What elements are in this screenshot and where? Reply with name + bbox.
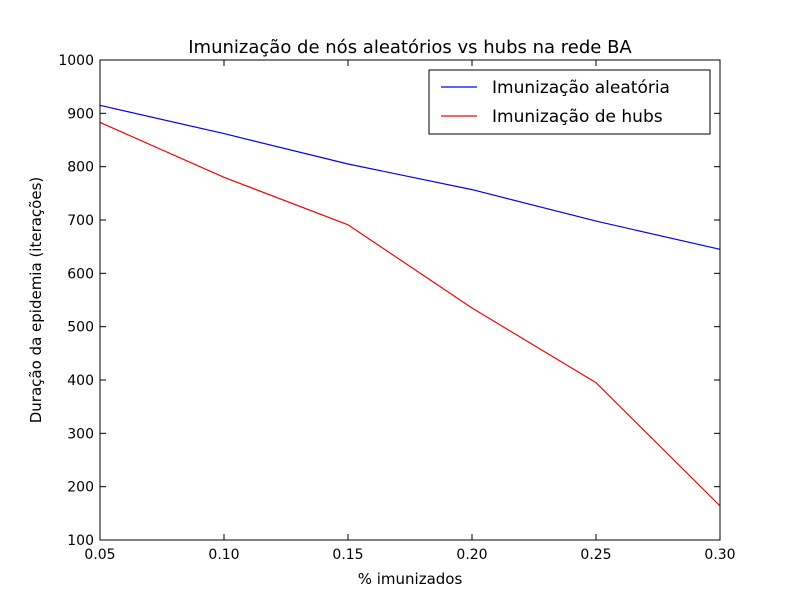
y-tick-label: 800 [67,160,94,176]
y-tick-label: 1000 [58,53,94,69]
legend-box [428,69,711,135]
x-tick-label: 0.10 [208,547,239,563]
plot-frame [99,59,721,541]
legend-label: Imunização de hubs [492,107,663,127]
x-tick-label: 0.25 [580,547,611,563]
y-tick-label: 300 [67,426,94,442]
x-tick-label: 0.15 [332,547,363,563]
legend-label: Imunização aleatória [492,78,670,98]
chart-title: Imunização de nós aleatórios vs hubs na … [188,37,632,58]
y-tick-label: 900 [67,106,94,122]
y-tick-label: 600 [67,266,94,282]
series-line-random-immunization [99,104,721,250]
x-tick-label: 0.20 [456,547,487,563]
y-tick-label: 400 [67,373,94,389]
y-tick-label: 700 [67,213,94,229]
series-line-hub-immunization [99,121,721,507]
axis-ticks: 0.05 0.10 0.15 0.20 0.25 0.30 100 200 300 400 500 6… [58,53,735,563]
legend: Imunização aleatória Imunização de hubs [428,69,711,135]
series-layer [99,104,721,507]
y-tick-label: 500 [67,320,94,336]
y-tick-label: 100 [67,533,94,549]
x-axis-label: % imunizados [358,570,463,588]
y-tick-label: 200 [67,480,94,496]
y-axis-label: Duração da epidemia (iterações) [27,177,45,424]
x-tick-label: 0.05 [84,547,115,563]
x-tick-label: 0.30 [704,547,735,563]
